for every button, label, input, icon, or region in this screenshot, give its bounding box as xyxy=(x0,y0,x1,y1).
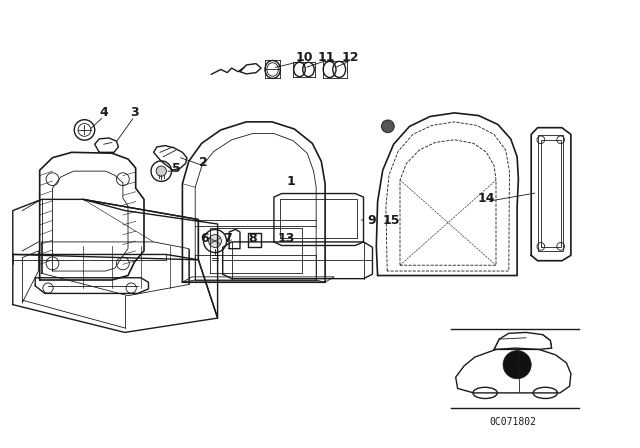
Circle shape xyxy=(209,235,221,247)
Text: 0C071802: 0C071802 xyxy=(490,417,537,426)
Circle shape xyxy=(503,351,531,379)
Text: 1: 1 xyxy=(287,175,296,188)
Text: 4: 4 xyxy=(99,105,108,119)
Text: 14: 14 xyxy=(477,191,495,205)
Text: 9: 9 xyxy=(367,214,376,227)
Text: 3: 3 xyxy=(130,105,139,119)
Text: 13: 13 xyxy=(278,232,296,245)
Text: 11: 11 xyxy=(317,51,335,64)
Text: 7: 7 xyxy=(223,232,232,245)
Text: 8: 8 xyxy=(248,232,257,245)
Text: 10: 10 xyxy=(295,51,313,64)
Circle shape xyxy=(381,120,394,133)
Text: 12: 12 xyxy=(342,51,360,64)
Text: 5: 5 xyxy=(172,161,180,175)
Circle shape xyxy=(156,166,166,176)
Text: 6: 6 xyxy=(200,232,209,245)
Text: 2: 2 xyxy=(199,155,208,169)
Text: 15: 15 xyxy=(383,214,401,227)
